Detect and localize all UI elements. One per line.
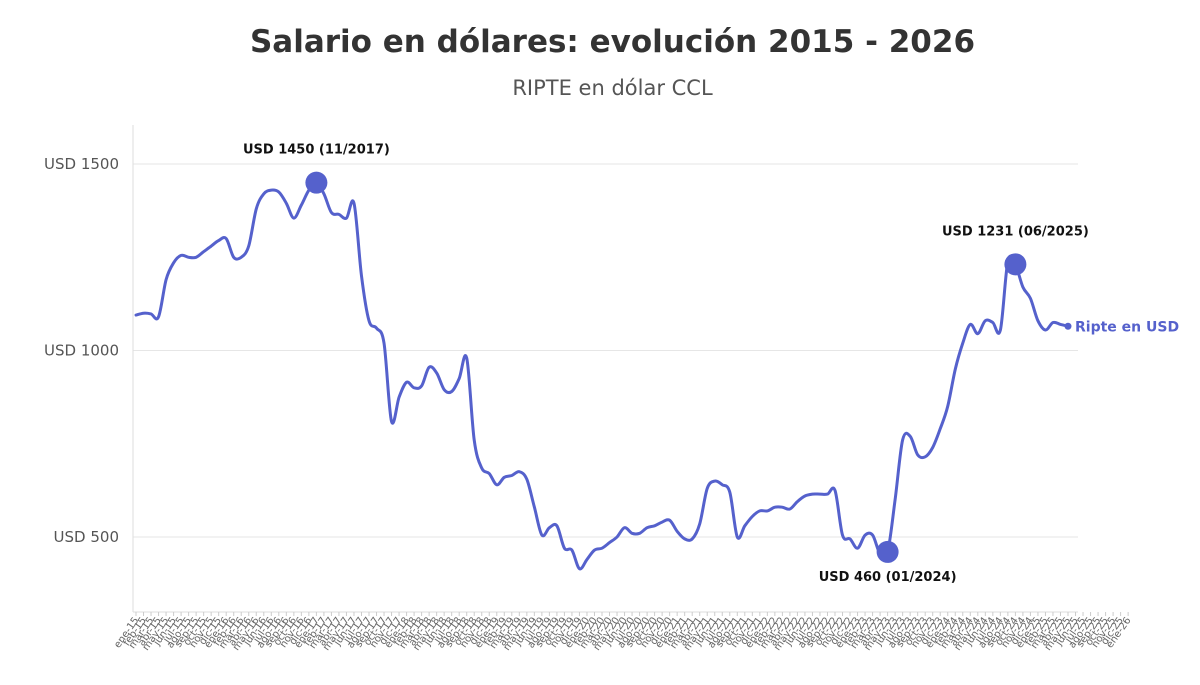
y-axis-ticks: USD 500 USD 1000 USD 1500	[44, 155, 119, 546]
chart-title: Salario en dólares: evolución 2015 - 202…	[249, 24, 976, 60]
annotations: USD 1450 (11/2017) USD 460 (01/2024) USD 1…	[243, 143, 1089, 585]
chart-subtitle: RIPTE en dólar CCL	[512, 76, 713, 100]
y-tick-label: USD 1000	[44, 342, 119, 360]
gridlines	[133, 163, 1078, 538]
series-line-ripte	[134, 181, 1070, 571]
annotation-marker	[305, 171, 328, 194]
x-axis-ticks: ene-15feb-15mar-15abr-15may-15jun-15jul-…	[112, 612, 1134, 653]
annotation-label: USD 1231 (06/2025)	[942, 224, 1089, 239]
y-tick-label: USD 1500	[44, 155, 119, 173]
series-layer: Ripte en USD	[134, 181, 1179, 571]
annotation-marker	[1004, 253, 1027, 276]
annotation-marker	[876, 540, 899, 563]
y-tick-label: USD 500	[54, 528, 119, 546]
series-end-point	[1064, 322, 1072, 330]
annotation-label: USD 460 (01/2024)	[819, 570, 957, 585]
annotation-label: USD 1450 (11/2017)	[243, 143, 390, 158]
series-label: Ripte en USD	[1075, 319, 1179, 335]
x-axis	[132, 125, 1078, 613]
